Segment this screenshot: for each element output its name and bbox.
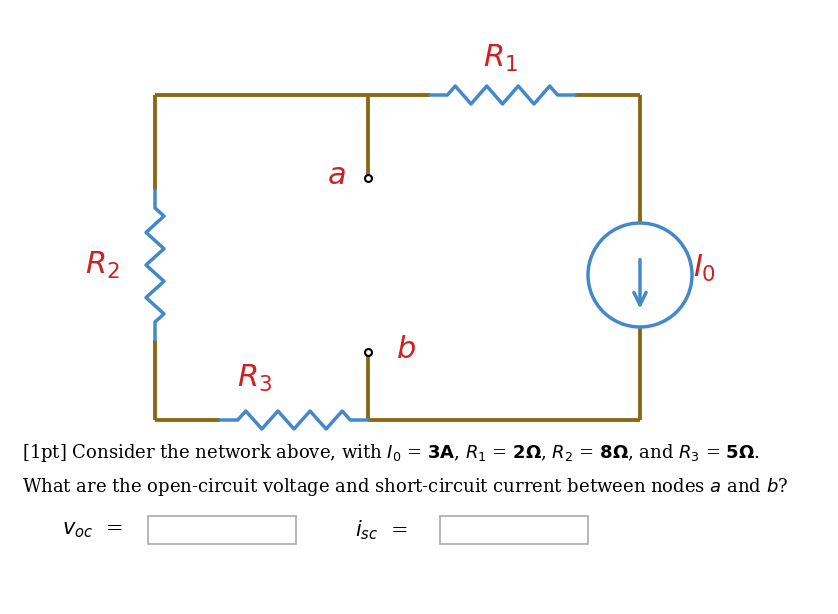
FancyBboxPatch shape xyxy=(148,516,296,544)
Text: [1pt] Consider the network above, with $I_0$ = $\mathbf{3A}$, $R_1$ = $\mathbf{2: [1pt] Consider the network above, with $… xyxy=(22,442,760,464)
FancyBboxPatch shape xyxy=(440,516,588,544)
Text: $a$: $a$ xyxy=(327,160,345,190)
Text: $v_{oc}$  =: $v_{oc}$ = xyxy=(62,520,122,540)
Text: $R_3$: $R_3$ xyxy=(237,362,272,394)
Text: $R_2$: $R_2$ xyxy=(85,249,119,281)
Text: $I_0$: $I_0$ xyxy=(693,252,716,284)
Text: $R_1$: $R_1$ xyxy=(483,42,517,74)
Text: $i_{sc}$  =: $i_{sc}$ = xyxy=(355,518,407,542)
Text: $b$: $b$ xyxy=(396,335,416,365)
Text: What are the open-circuit voltage and short-circuit current between nodes $a$ an: What are the open-circuit voltage and sh… xyxy=(22,476,789,498)
